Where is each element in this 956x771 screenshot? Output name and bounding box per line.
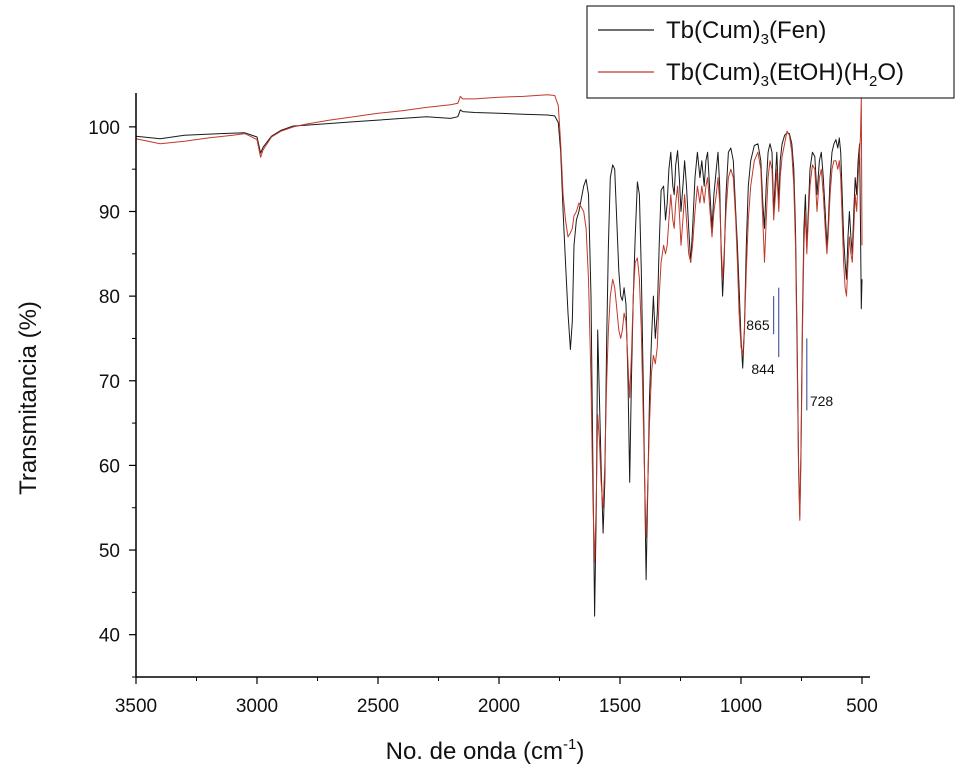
x-axis-title-superscript: -1 <box>563 736 576 753</box>
y-tick-label: 70 <box>99 372 120 393</box>
annotation-label-865: 865 <box>746 317 770 333</box>
y-tick-label: 40 <box>99 626 120 647</box>
x-tick-label: 3500 <box>115 696 157 717</box>
legend-label-2: Tb(Cum)3(EtOH)(H2O) <box>666 59 904 90</box>
x-tick-label: 3000 <box>236 696 278 717</box>
series-line-2 <box>135 94 863 564</box>
y-tick-label: 60 <box>99 456 120 477</box>
x-axis-title-suffix: ) <box>576 738 584 765</box>
x-axis-title-main: No. de onda (cm <box>386 738 563 765</box>
legend: Tb(Cum)3(Fen) Tb(Cum)3(EtOH)(H2O) <box>586 5 955 99</box>
y-axis-title: Transmitancia (%) <box>15 301 42 495</box>
peak-annotations: 865 844 728 <box>746 287 834 411</box>
y-tick-label: 90 <box>99 202 120 223</box>
legend-label-1: Tb(Cum)3(Fen) <box>666 17 826 48</box>
x-tick-label: 2000 <box>478 696 520 717</box>
axes <box>135 93 870 678</box>
y-tick-label: 80 <box>99 287 120 308</box>
series-line-1 <box>135 109 863 617</box>
x-tick-label: 500 <box>846 696 878 717</box>
x-tick-label: 2500 <box>357 696 399 717</box>
annotation-label-728: 728 <box>810 393 834 409</box>
y-tick-label: 100 <box>88 118 120 139</box>
y-tick-label: 50 <box>99 541 120 562</box>
x-tick-label: 1500 <box>599 696 641 717</box>
annotation-label-844: 844 <box>751 361 775 377</box>
x-tick-label: 1000 <box>720 696 762 717</box>
legend-box <box>586 5 955 99</box>
x-axis-title: No. de onda (cm-1) <box>386 736 585 765</box>
plot-area <box>135 94 863 617</box>
ticks: 3500 3000 2500 2000 1500 1000 500 40 50 60 70 80 90 1… <box>88 118 878 717</box>
